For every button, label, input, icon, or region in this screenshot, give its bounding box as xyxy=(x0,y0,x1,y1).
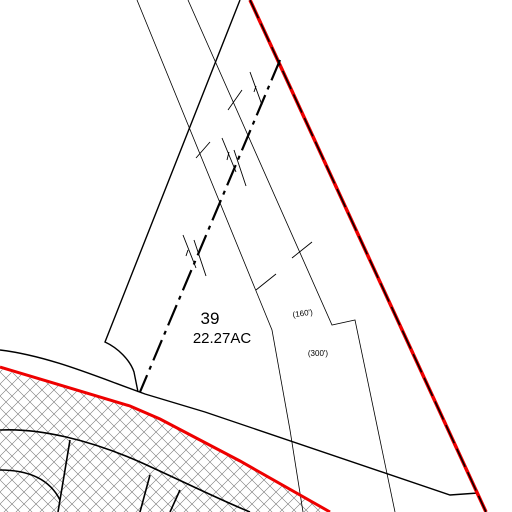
hatched-area xyxy=(0,369,330,512)
road-line xyxy=(0,349,479,496)
setback-line xyxy=(138,59,282,393)
break-symbols xyxy=(182,71,313,291)
parcel-area: 22.27AC xyxy=(193,330,252,347)
inner-lots xyxy=(0,428,251,512)
parcel-number: 39 xyxy=(201,309,220,328)
easement-lines xyxy=(136,0,396,512)
dimension-label: (160') xyxy=(292,308,314,320)
dimension-label: (300') xyxy=(308,349,329,358)
parcel-boundary xyxy=(104,0,241,393)
property-line-dash xyxy=(249,0,487,512)
road-edge xyxy=(0,365,331,512)
